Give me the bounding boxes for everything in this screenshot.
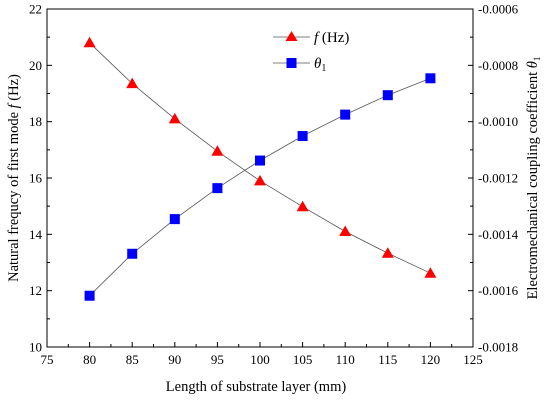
y-left-tick-label: 22 bbox=[29, 2, 42, 17]
data-point-theta bbox=[340, 109, 351, 120]
data-point-f bbox=[424, 267, 437, 278]
data-point-f bbox=[381, 247, 394, 258]
y-right-tick-label: -0.0014 bbox=[478, 227, 519, 242]
data-point-theta bbox=[84, 290, 95, 301]
legend-label-f: f (Hz) bbox=[314, 30, 349, 46]
data-point-theta bbox=[169, 214, 180, 225]
x-tick-label: 80 bbox=[83, 352, 96, 367]
x-axis-title: Length of substrate layer (mm) bbox=[166, 379, 347, 395]
legend-marker-theta bbox=[286, 58, 297, 68]
data-point-f bbox=[126, 77, 139, 89]
data-point-f bbox=[254, 174, 266, 186]
y-right-tick-label: -0.0008 bbox=[478, 58, 518, 73]
y-axis-title-right: Electromechanical coupling coefficient θ… bbox=[525, 57, 542, 300]
y-right-tick-label: -0.0016 bbox=[478, 283, 519, 298]
data-point-f bbox=[296, 200, 309, 212]
series-line-theta bbox=[89, 77, 431, 296]
legend-label-theta: θ1 bbox=[314, 56, 326, 74]
y-axis-title-left: Natural frequcy of first mode f (Hz) bbox=[6, 74, 22, 282]
axes: 75 80 85 90 95 100 105 110 115 120 125 10 12 14 16 18 20… bbox=[29, 2, 519, 368]
series-lines bbox=[89, 42, 431, 296]
x-tick-label: 125 bbox=[463, 352, 483, 367]
x-tick-label: 95 bbox=[211, 352, 224, 367]
data-point-f bbox=[211, 145, 224, 156]
data-point-f bbox=[339, 225, 352, 237]
y-right-tick-label: -0.0010 bbox=[478, 114, 518, 129]
data-point-theta bbox=[297, 131, 308, 142]
data-point-theta bbox=[127, 248, 138, 259]
series-markers bbox=[83, 36, 437, 301]
y-left-tick-label: 10 bbox=[29, 340, 42, 355]
x-tick-label: 75 bbox=[41, 352, 54, 367]
x-tick-label: 110 bbox=[336, 352, 355, 367]
x-tick-label: 115 bbox=[378, 352, 397, 367]
x-tick-label: 120 bbox=[421, 352, 441, 367]
data-point-theta bbox=[425, 73, 436, 84]
x-tick-label: 85 bbox=[126, 352, 139, 367]
y-left-tick-label: 12 bbox=[29, 283, 42, 298]
y-left-tick-label: 20 bbox=[29, 58, 42, 73]
x-tick-label: 105 bbox=[293, 352, 313, 367]
y-right-tick-label: -0.0018 bbox=[478, 340, 518, 355]
data-point-theta bbox=[212, 183, 223, 194]
y-right-tick-label: -0.0012 bbox=[478, 171, 518, 186]
x-tick-label: 90 bbox=[168, 352, 181, 367]
data-point-theta bbox=[382, 90, 393, 101]
y-left-tick-label: 18 bbox=[29, 114, 42, 129]
legend: f (Hz) θ1 bbox=[273, 30, 349, 74]
data-point-f bbox=[168, 112, 181, 124]
data-point-theta bbox=[255, 155, 265, 166]
y-left-tick-label: 14 bbox=[29, 227, 43, 242]
x-tick-label: 100 bbox=[250, 352, 270, 367]
data-point-f bbox=[83, 36, 96, 48]
y-left-tick-label: 16 bbox=[29, 171, 43, 186]
legend-marker-f bbox=[285, 31, 298, 41]
y-right-tick-label: -0.0006 bbox=[478, 2, 519, 17]
